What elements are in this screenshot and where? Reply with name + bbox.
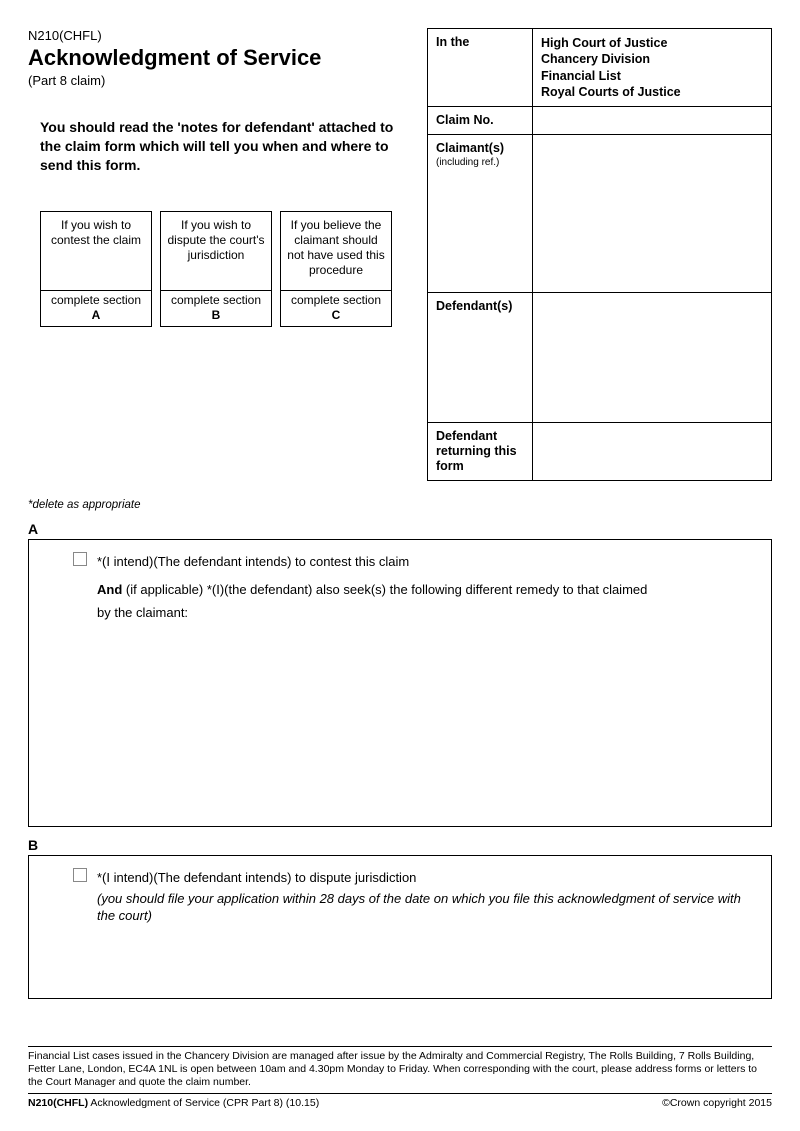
- section-a-box: *(I intend)(The defendant intends) to co…: [28, 539, 772, 827]
- instruction-text: You should read the 'notes for defendant…: [28, 118, 398, 175]
- section-b-box: *(I intend)(The defendant intends) to di…: [28, 855, 772, 999]
- page-subtitle: (Part 8 claim): [28, 73, 398, 88]
- claim-no-label: Claim No.: [428, 107, 533, 134]
- page-title: Acknowledgment of Service: [28, 45, 398, 71]
- footer-copyright: ©Crown copyright 2015: [662, 1097, 772, 1109]
- section-b-label: B: [28, 837, 772, 853]
- section-b-checkbox[interactable]: [73, 868, 87, 882]
- court-details-box: In the High Court of Justice Chancery Di…: [427, 28, 772, 481]
- claim-no-field[interactable]: [533, 107, 771, 134]
- option-jurisdiction: If you wish to dispute the court's juris…: [160, 211, 272, 327]
- in-the-label: In the: [428, 29, 533, 106]
- option-top: If you wish to dispute the court's juris…: [160, 211, 272, 291]
- claimant-field[interactable]: [533, 135, 771, 292]
- section-b-line1: *(I intend)(The defendant intends) to di…: [97, 868, 759, 888]
- form-code: N210(CHFL): [28, 28, 398, 43]
- section-a-label: A: [28, 521, 772, 537]
- option-procedure: If you believe the claimant should not h…: [280, 211, 392, 327]
- defendant-field[interactable]: [533, 293, 771, 422]
- section-a-checkbox[interactable]: [73, 552, 87, 566]
- in-the-value: High Court of Justice Chancery Division …: [533, 29, 771, 106]
- option-top: If you wish to contest the claim: [40, 211, 152, 291]
- footer-left: N210(CHFL) Acknowledgment of Service (CP…: [28, 1097, 319, 1109]
- claimant-label: Claimant(s) (including ref.): [428, 135, 533, 292]
- option-boxes: If you wish to contest the claim complet…: [40, 211, 398, 327]
- delete-note: *delete as appropriate: [28, 499, 772, 511]
- section-b-italic: (you should file your application within…: [97, 890, 759, 925]
- section-a-by: by the claimant:: [97, 605, 759, 620]
- option-contest: If you wish to contest the claim complet…: [40, 211, 152, 327]
- option-bottom: complete section C: [280, 291, 392, 327]
- claimant-sublabel: (including ref.): [436, 157, 526, 169]
- section-a-and: And (if applicable) *(I)(the defendant) …: [97, 580, 759, 600]
- footer-note: Financial List cases issued in the Chanc…: [28, 1046, 772, 1089]
- option-bottom: complete section B: [160, 291, 272, 327]
- defendant-label: Defendant(s): [428, 293, 533, 422]
- returning-field[interactable]: [533, 423, 771, 480]
- footer: Financial List cases issued in the Chanc…: [28, 1046, 772, 1109]
- returning-label: Defendant returning this form: [428, 423, 533, 480]
- section-a-line1: *(I intend)(The defendant intends) to co…: [97, 552, 759, 572]
- option-top: If you believe the claimant should not h…: [280, 211, 392, 291]
- option-bottom: complete section A: [40, 291, 152, 327]
